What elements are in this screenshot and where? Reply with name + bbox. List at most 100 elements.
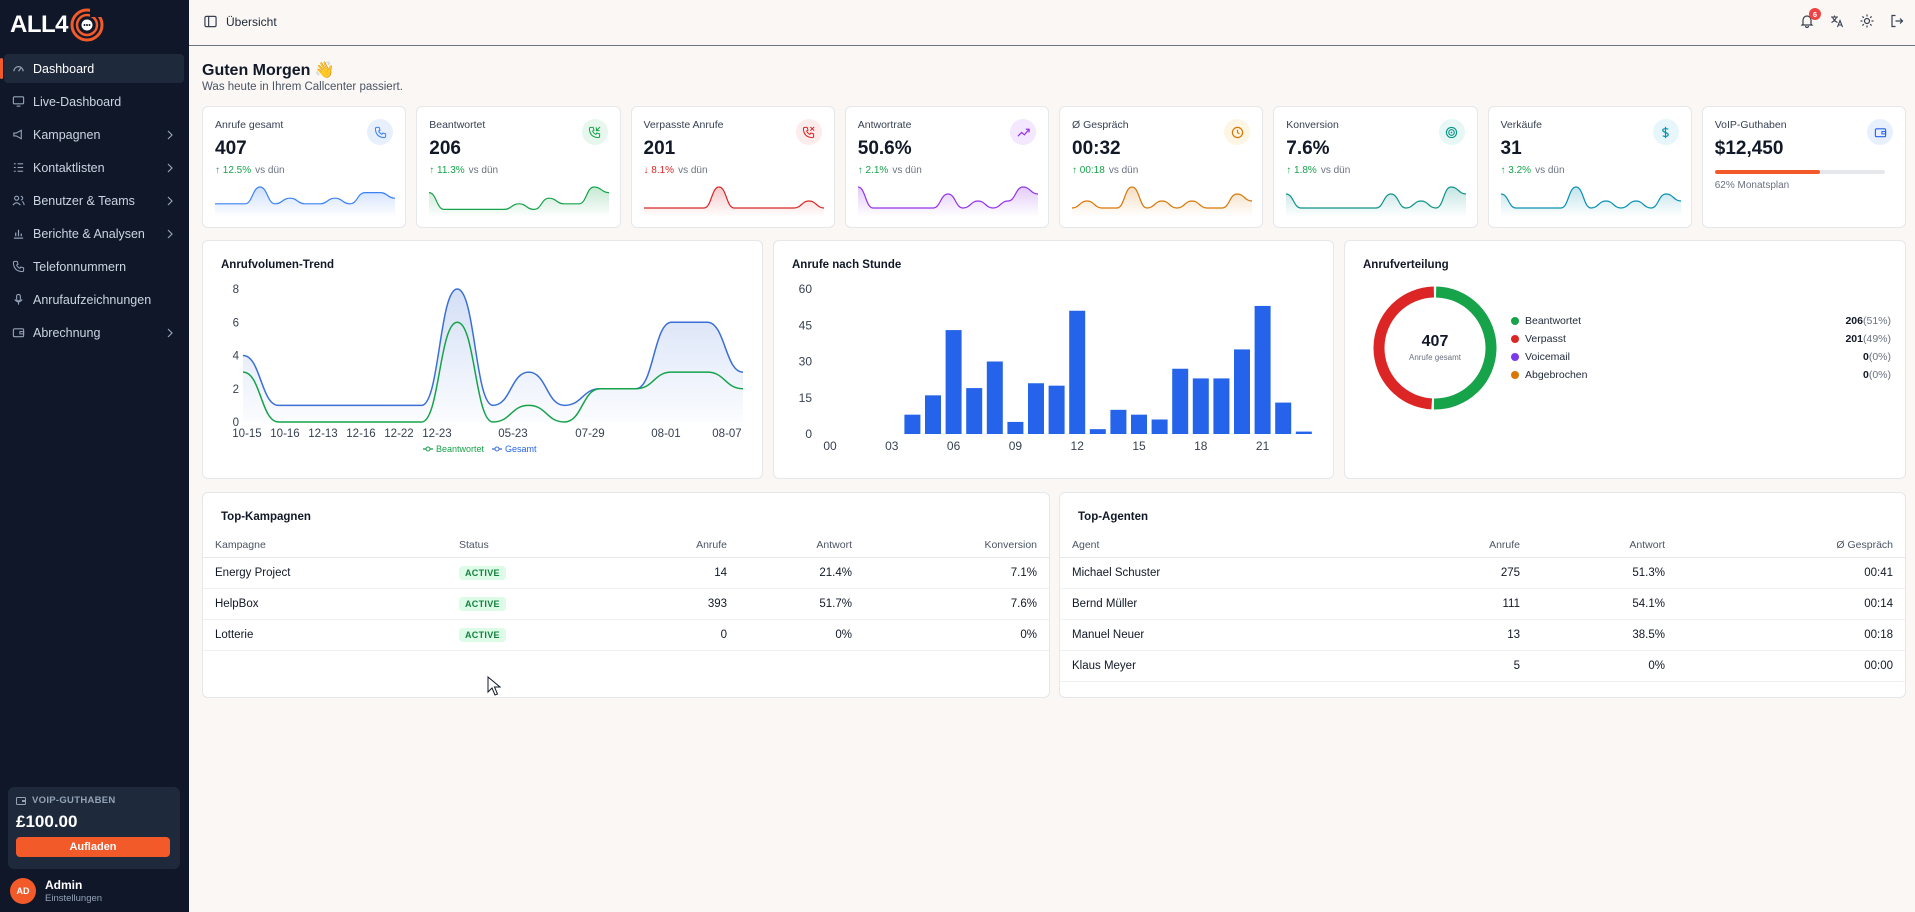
table-header-row: Agent Anrufe Antwort Ø Gespräch	[1060, 533, 1905, 558]
legend-gesamt[interactable]: Gesamt	[492, 444, 537, 454]
progress-fill	[1714, 170, 1821, 174]
chart-icon	[12, 227, 25, 240]
x-tick-label: 10-15	[232, 428, 261, 440]
top-campaigns-body: Energy Project ACTIVE 14 21.4% 7.1% HelpBox AC…	[203, 557, 1049, 651]
kpi-sparkline	[857, 186, 1038, 217]
legend-count: 0	[1862, 369, 1869, 381]
legend-percent: (51%)	[1862, 315, 1891, 327]
chevron-right-icon	[166, 162, 174, 173]
notifications-button[interactable]: 6	[1799, 8, 1821, 30]
logout-button[interactable]	[1889, 12, 1905, 30]
y-tick-label: 60	[799, 282, 813, 296]
sidebar-item-telefonnummern[interactable]: Telefonnummern	[4, 252, 184, 281]
table-row[interactable]: Bernd Müller 111 54.1% 00:14	[1060, 588, 1905, 620]
kpi-trend: ↑ 2.1% vs dün	[858, 165, 1036, 176]
sidebar-item-label: Kampagnen	[33, 127, 101, 142]
sidebar-item-label: Benutzer & Teams	[33, 193, 135, 208]
top-up-button[interactable]: Aufladen	[16, 837, 170, 857]
kpi-card: Verpasste Anrufe 201 ↓ 8.1% vs dün	[630, 106, 835, 228]
sidebar-item-label: Abrechnung	[33, 325, 101, 340]
sidebar-item-label: Telefonnummern	[33, 259, 127, 274]
sidebar-item-abrechnung[interactable]: Abrechnung	[4, 318, 184, 347]
kpi-sparkline	[1500, 186, 1681, 217]
sidebar-item-live-dashboard[interactable]: Live-Dashboard	[4, 87, 184, 116]
distribution-legend-item[interactable]: Verpasst 201(49%)	[1511, 330, 1891, 348]
kpi-title: Verpasste Anrufe	[643, 119, 724, 131]
legend-beantwortet[interactable]: Beantwortet	[423, 444, 484, 454]
distribution-legend-item[interactable]: Beantwortet 206(51%)	[1511, 312, 1891, 330]
legend-dot	[1511, 371, 1519, 379]
col-calls[interactable]: Anrufe	[609, 533, 727, 558]
kpi-title: Beantwortet	[429, 119, 486, 131]
hour-bar	[1110, 409, 1127, 434]
logo[interactable]: ALL4	[10, 8, 104, 42]
sidebar-item-anrufaufzeichnungen[interactable]: Anrufaufzeichnungen	[4, 285, 184, 314]
col-status[interactable]: Status	[459, 533, 609, 558]
col-avg-duration[interactable]: Ø Gespräch	[1665, 533, 1905, 558]
kpi-value: 201	[643, 138, 676, 159]
agent-avg-duration: 00:00	[1665, 650, 1905, 682]
gauge-icon	[12, 62, 25, 75]
col-campaign[interactable]: Kampagne	[203, 533, 459, 558]
x-tick-label: 12-23	[422, 428, 451, 440]
sidebar-item-benutzer-teams[interactable]: Benutzer & Teams	[4, 186, 184, 215]
user-profile[interactable]: AD Admin Einstellungen	[10, 878, 102, 904]
table-row[interactable]: HelpBox ACTIVE 393 51.7% 7.6%	[203, 588, 1049, 620]
table-row[interactable]: Manuel Neuer 13 38.5% 00:18	[1060, 619, 1905, 651]
hour-bar	[1295, 431, 1312, 434]
kpi-trend: ↑ 1.8% vs dün	[1286, 165, 1464, 176]
sidebar-item-berichte-analysen[interactable]: Berichte & Analysen	[4, 219, 184, 248]
col-answer[interactable]: Antwort	[727, 533, 852, 558]
kpi-sparkline	[429, 186, 610, 217]
sidebar-toggle-icon[interactable]	[204, 15, 217, 28]
language-button[interactable]	[1829, 12, 1845, 30]
agent-answer-rate: 0%	[1520, 650, 1665, 682]
sparkline-line	[1286, 186, 1467, 209]
user-settings-link[interactable]: Einstellungen	[45, 893, 103, 904]
translate-icon	[1831, 15, 1844, 28]
sidebar-item-label: Kontaktlisten	[33, 160, 105, 175]
legend-line-icon	[492, 446, 503, 452]
y-tick-label: 2	[233, 384, 239, 396]
distribution-legend-item[interactable]: Abgebrochen 0(0%)	[1511, 366, 1891, 384]
legend-dot	[1511, 353, 1519, 361]
sparkline-line	[643, 186, 824, 209]
kpi-sparkline	[1072, 186, 1252, 217]
theme-toggle-button[interactable]	[1859, 12, 1875, 30]
sparkline-area	[1072, 187, 1252, 217]
table-row[interactable]: Klaus Meyer 5 0% 00:00	[1060, 650, 1905, 682]
phone-icon	[12, 260, 25, 273]
sparkline-line	[1072, 186, 1252, 209]
col-answer[interactable]: Antwort	[1520, 533, 1665, 558]
dollar-icon	[1652, 119, 1679, 145]
agent-avg-duration: 00:41	[1665, 557, 1905, 589]
progress-label: 62% Monatsplan	[1714, 180, 1790, 191]
y-tick-label: 8	[233, 284, 239, 296]
table-row[interactable]: Lotterie ACTIVE 0 0% 0%	[203, 619, 1049, 651]
hour-bar	[1213, 378, 1230, 434]
table-row[interactable]: Energy Project ACTIVE 14 21.4% 7.1%	[203, 557, 1049, 589]
col-agent[interactable]: Agent	[1060, 533, 1390, 558]
distribution-legend-item[interactable]: Voicemail 0(0%)	[1511, 348, 1891, 366]
col-calls[interactable]: Anrufe	[1390, 533, 1520, 558]
kpi-trend-value: ↑ 11.3%	[429, 165, 465, 176]
sidebar-item-kontaktlisten[interactable]: Kontaktlisten	[4, 153, 184, 182]
legend-value: 0(0%)	[1863, 369, 1891, 381]
sidebar-item-kampagnen[interactable]: Kampagnen	[4, 120, 184, 149]
hour-bar	[1254, 305, 1271, 434]
kpi-card: Antwortrate 50.6% ↑ 2.1% vs dün	[844, 106, 1049, 228]
legend-label: Beantwortet	[1525, 315, 1582, 327]
col-conversion[interactable]: Konversion	[852, 533, 1049, 558]
x-tick-label: 15	[1132, 439, 1146, 453]
legend-label: Voicemail	[1525, 351, 1570, 363]
kpi-trend-compare: vs dün	[892, 165, 922, 176]
x-tick-label: 09	[1009, 439, 1023, 453]
logout-icon	[1891, 14, 1904, 28]
mic-icon	[12, 293, 25, 306]
call-distribution-panel: Anrufverteilung 407 Anrufe gesamt Beantw…	[1344, 240, 1906, 479]
gesamt-line	[242, 288, 744, 407]
sidebar-item-dashboard[interactable]: Dashboard	[0, 54, 184, 83]
kpi-title: VoIP-Guthaben	[1714, 119, 1787, 131]
legend-dot	[1511, 335, 1519, 343]
table-row[interactable]: Michael Schuster 275 51.3% 00:41	[1060, 557, 1905, 589]
